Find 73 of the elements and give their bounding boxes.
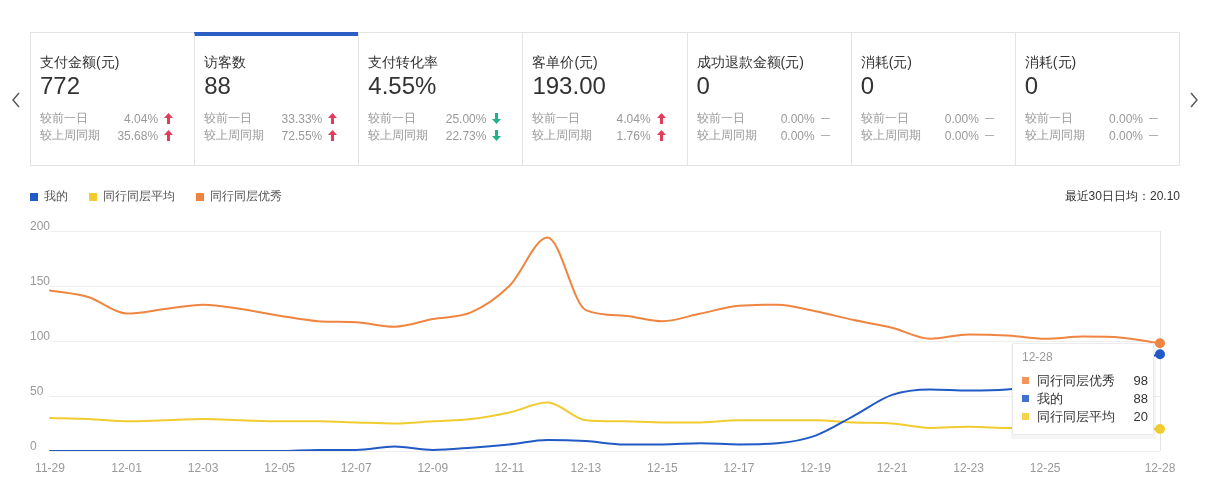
category-label: 支付金额(元) (40, 53, 121, 71)
text: 较上周同期 (204, 128, 265, 142)
data-label: 1.76% (616, 128, 651, 143)
x-tick-label: 12-03 (187, 460, 219, 475)
x-tick-label: 12-21 (876, 460, 908, 475)
x-tick-label: 12-28 (1144, 460, 1176, 475)
text: 193.00 (532, 72, 606, 99)
data-label: 0.00% (1108, 111, 1143, 126)
text: 同行同层平均 (1037, 408, 1115, 424)
text: 较上周同期 (1024, 128, 1085, 142)
data-label: 72.55% (281, 128, 323, 143)
category-label: 支付转化率 (368, 53, 440, 71)
data-label: 4.04% (124, 111, 159, 126)
y-tick-label: 150 (30, 274, 51, 289)
text: 较上周同期 (368, 128, 429, 142)
x-tick-label: 12-23 (953, 460, 985, 475)
text: 较前一日 (696, 111, 745, 125)
data-label: 4.04% (616, 111, 651, 126)
data-label: 25.00% (445, 111, 487, 126)
text: 较前一日 (368, 111, 417, 125)
data-label: 35.68% (117, 128, 159, 143)
x-tick-label: 12-17 (723, 460, 755, 475)
text: 4.55% (368, 72, 437, 99)
data-label: 0.00% (780, 128, 815, 143)
text: 88 (204, 72, 231, 99)
x-tick-label: 12-07 (340, 460, 372, 475)
category-label: 客单价(元) (532, 53, 599, 71)
text: 最近30日日均：20.10 (1064, 189, 1181, 204)
category-label: 访客数 (204, 53, 248, 71)
text: 较上周同期 (40, 127, 101, 144)
text: 0 (860, 72, 875, 99)
text: 同行同层优秀 (1037, 372, 1115, 388)
x-tick-label: 12-05 (264, 460, 296, 475)
text: 较前一日 (40, 110, 89, 127)
text: 较上周同期 (532, 128, 593, 142)
y-tick-label: 50 (30, 384, 44, 399)
text: 0 (1024, 72, 1039, 99)
text: 我的 (1037, 390, 1063, 406)
annotation: 12-28 (1022, 350, 1054, 365)
x-tick-label: 12-15 (647, 460, 679, 475)
legend-label: 同行同层平均 (103, 189, 175, 204)
x-tick-label: 12-09 (417, 460, 449, 475)
y-tick-label: 200 (30, 219, 51, 234)
data-label: 20 (1133, 408, 1148, 424)
text: 0 (696, 72, 710, 99)
data-label: 88 (1133, 390, 1148, 406)
x-tick-label: 12-11 (494, 460, 525, 475)
x-tick-label: 12-01 (111, 460, 143, 475)
x-tick-label: 12-13 (570, 460, 602, 475)
data-label: 22.73% (445, 128, 487, 143)
legend-label: 同行同层优秀 (210, 189, 282, 204)
legend-label: 我的 (44, 189, 68, 204)
data-label: 33.33% (281, 111, 323, 126)
x-tick-label: 11-29 (35, 460, 66, 475)
category-label: 消耗(元) (1024, 53, 1078, 71)
x-tick-label: 12-19 (800, 460, 832, 475)
category-label: 成功退款金额(元) (696, 53, 805, 71)
y-tick-label: 100 (30, 329, 51, 344)
text: 较上周同期 (696, 128, 757, 142)
data-label: 0.00% (944, 128, 979, 143)
text: 较前一日 (204, 111, 253, 125)
text: 较上周同期 (860, 128, 921, 142)
data-label: 0.00% (944, 111, 979, 126)
category-label: 消耗(元) (860, 53, 914, 71)
y-tick-label: 0 (30, 439, 37, 454)
text: 772 (40, 72, 81, 99)
text: 较前一日 (860, 111, 909, 125)
data-label: 0.00% (780, 111, 815, 126)
x-tick-label: 12-25 (1029, 460, 1061, 475)
data-label: 0.00% (1108, 128, 1143, 143)
text: 较前一日 (1024, 111, 1073, 125)
text: 较前一日 (532, 111, 581, 125)
data-label: 98 (1133, 372, 1148, 388)
